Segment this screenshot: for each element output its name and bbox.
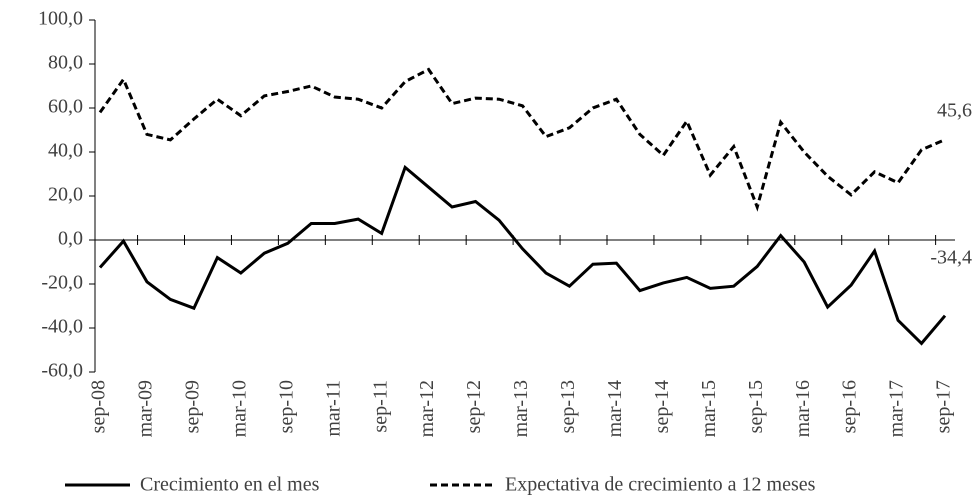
- x-tick-label: sep-16: [839, 380, 861, 433]
- y-tick-label: 40,0: [48, 140, 83, 162]
- x-tick-label: sep-08: [88, 380, 110, 433]
- y-tick-label: -40,0: [41, 316, 83, 338]
- x-tick-label: sep-12: [463, 380, 485, 433]
- line-series: [98, 164, 947, 346]
- y-tick-label: -20,0: [41, 272, 83, 294]
- x-tick-label: mar-12: [416, 380, 438, 437]
- x-tick-label: mar-13: [510, 380, 532, 437]
- y-tick-label: 100,0: [38, 8, 83, 30]
- y-tick-label: 60,0: [48, 96, 83, 118]
- x-tick-label: sep-09: [181, 380, 203, 433]
- x-tick-label: mar-16: [792, 380, 814, 437]
- x-tick-label: mar-15: [698, 380, 720, 437]
- y-tick-label: -60,0: [41, 360, 83, 382]
- x-tick-label: sep-15: [745, 380, 767, 433]
- x-tick-label: sep-11: [369, 380, 391, 433]
- x-tick-label: mar-17: [886, 380, 908, 437]
- x-tick-label: sep-13: [557, 380, 579, 433]
- x-tick-label: mar-11: [322, 380, 344, 437]
- y-tick-label: 0,0: [58, 228, 83, 250]
- line-series: [98, 67, 946, 212]
- legend-label: Expectativa de crecimiento a 12 meses: [505, 474, 816, 496]
- value-label: -34,4: [930, 246, 972, 268]
- x-tick-label: sep-17: [933, 380, 955, 433]
- y-tick-label: 80,0: [48, 52, 83, 74]
- y-tick-label: 20,0: [48, 184, 83, 206]
- value-label: 45,6: [937, 99, 972, 121]
- x-tick-label: sep-10: [275, 380, 297, 433]
- x-tick-label: sep-14: [651, 380, 673, 433]
- x-tick-label: mar-14: [604, 380, 626, 437]
- legend-label: Crecimiento en el mes: [140, 474, 320, 496]
- x-tick-label: mar-10: [228, 380, 250, 437]
- x-tick-label: mar-09: [135, 380, 157, 437]
